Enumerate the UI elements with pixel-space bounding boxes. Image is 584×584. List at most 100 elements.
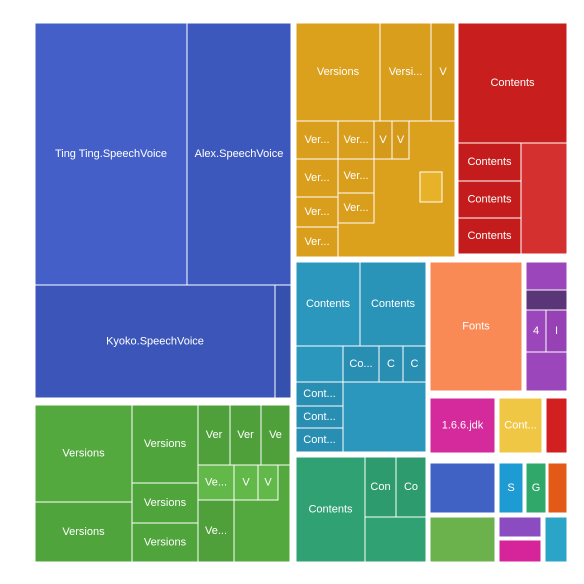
treemap-cell [342, 345, 380, 383]
treemap-cell [429, 261, 523, 392]
treemap-cell-label: Contents [306, 298, 351, 310]
treemap-cell [547, 462, 568, 514]
treemap-cell-label: Ve [269, 429, 282, 441]
treemap-cell [429, 462, 496, 514]
treemap-cell [364, 456, 397, 518]
treemap-cell-label: Co [404, 481, 418, 493]
treemap-cell-label: Cont... [303, 434, 335, 446]
treemap-cell [498, 539, 542, 563]
treemap-cell [419, 171, 443, 203]
treemap-cell [545, 397, 568, 454]
treemap-group: S [498, 462, 524, 514]
treemap-cell [34, 284, 276, 399]
treemap-cell [260, 404, 291, 466]
treemap-cell-label: Fonts [462, 321, 490, 333]
treemap-cell-label: 4 [533, 325, 539, 337]
treemap-cell-label: Ve... [205, 525, 227, 537]
treemap-group [498, 516, 542, 538]
treemap-group: Contents Con Co [295, 456, 427, 563]
treemap-cell-label: Ver [206, 429, 223, 441]
treemap-cell-label: Cont... [303, 388, 335, 400]
treemap-cell [359, 261, 427, 347]
treemap-group: 1.6.6.jdk [429, 397, 496, 454]
treemap-cell [337, 120, 375, 160]
treemap-cell [295, 456, 366, 563]
treemap-cell-label: Contents [467, 156, 512, 168]
treemap-cell [498, 462, 524, 514]
treemap-cell [295, 196, 339, 228]
treemap-cell [430, 22, 456, 122]
treemap-cell-label: Ver... [304, 236, 329, 248]
treemap-cell [197, 499, 235, 563]
treemap-group [498, 539, 542, 563]
treemap-cell-label: Contents [308, 504, 353, 516]
treemap-cell [197, 464, 235, 501]
treemap-cell-label: Ver... [304, 172, 329, 184]
treemap-cell-label: Cont... [504, 420, 536, 432]
treemap-cell [229, 404, 262, 466]
treemap-cell [295, 226, 339, 258]
treemap-cell-label: I [555, 325, 558, 337]
treemap-cell-label: Ver... [304, 206, 329, 218]
treemap-cell-label: Ver... [343, 134, 368, 146]
treemap-cell [544, 516, 568, 563]
treemap-cell [274, 284, 292, 399]
treemap-cell-label: G [532, 482, 541, 494]
treemap-cell [34, 501, 133, 563]
treemap-cell-label: Versions [317, 66, 360, 78]
treemap-cell-label: Ve... [205, 477, 227, 489]
treemap-cell [525, 462, 547, 514]
treemap-cell-label: Ver... [304, 134, 329, 146]
treemap-group [547, 462, 568, 514]
treemap-cell [295, 381, 344, 407]
treemap-cell-label: Versions [144, 438, 187, 450]
treemap-cell [257, 464, 279, 501]
treemap-cell-label: Ver [237, 429, 254, 441]
treemap-cell [233, 464, 259, 501]
treemap-cell [391, 120, 410, 160]
treemap-group [429, 516, 496, 563]
treemap-cell-label: C [411, 358, 419, 370]
treemap-cell [457, 142, 522, 182]
treemap-cell-label: V [379, 134, 387, 146]
treemap-cell-label: 1.6.6.jdk [442, 420, 484, 432]
treemap-cell-label: Contents [467, 194, 512, 206]
treemap-cell-label: Contents [467, 230, 512, 242]
treemap-cell-label: V [242, 477, 250, 489]
treemap-cell [295, 22, 381, 122]
treemap-cell-label: Versions [62, 526, 105, 538]
treemap-cell-label: S [507, 482, 514, 494]
treemap-cell [395, 456, 427, 518]
treemap-cell [402, 345, 427, 383]
treemap-cell-label: V [264, 477, 272, 489]
treemap-cell [429, 397, 496, 454]
treemap-group: Ting Ting.SpeechVoice Alex.SpeechVoice Kyo… [34, 22, 292, 399]
treemap-cell-label: Ver... [343, 202, 368, 214]
treemap-cell-label: Versions [144, 537, 187, 549]
treemap-cell [337, 158, 375, 194]
treemap-cell-label: V [397, 134, 405, 146]
treemap-group: Contents Contents Co... C C Cont... Cont... Con… [295, 261, 427, 453]
treemap-cell-label: C [387, 358, 395, 370]
treemap-cell [34, 404, 133, 503]
treemap-group [544, 516, 568, 563]
treemap-cell-label: Ting Ting.SpeechVoice [55, 148, 167, 160]
treemap-cell-label: V [439, 66, 447, 78]
treemap-cell [520, 142, 568, 255]
treemap-group: Fonts [429, 261, 523, 392]
treemap-cell-label: Con [370, 481, 390, 493]
treemap-cell-label: Alex.SpeechVoice [195, 148, 284, 160]
treemap-cell-label: Cont... [303, 411, 335, 423]
treemap-cell [457, 22, 568, 144]
treemap-cell-label: Kyoko.SpeechVoice [106, 336, 204, 348]
treemap-cell [295, 427, 344, 453]
treemap-cell [525, 289, 568, 311]
treemap-group: Versions Versions Ver Ver Ve Versions Versions… [34, 404, 291, 563]
treemap-cell [498, 397, 543, 454]
treemap-cell-label: Versions [62, 448, 105, 460]
treemap-cell-label: Contents [371, 298, 416, 310]
treemap-group: Contents Contents Contents Contents [457, 22, 568, 255]
treemap-cell [34, 22, 188, 286]
